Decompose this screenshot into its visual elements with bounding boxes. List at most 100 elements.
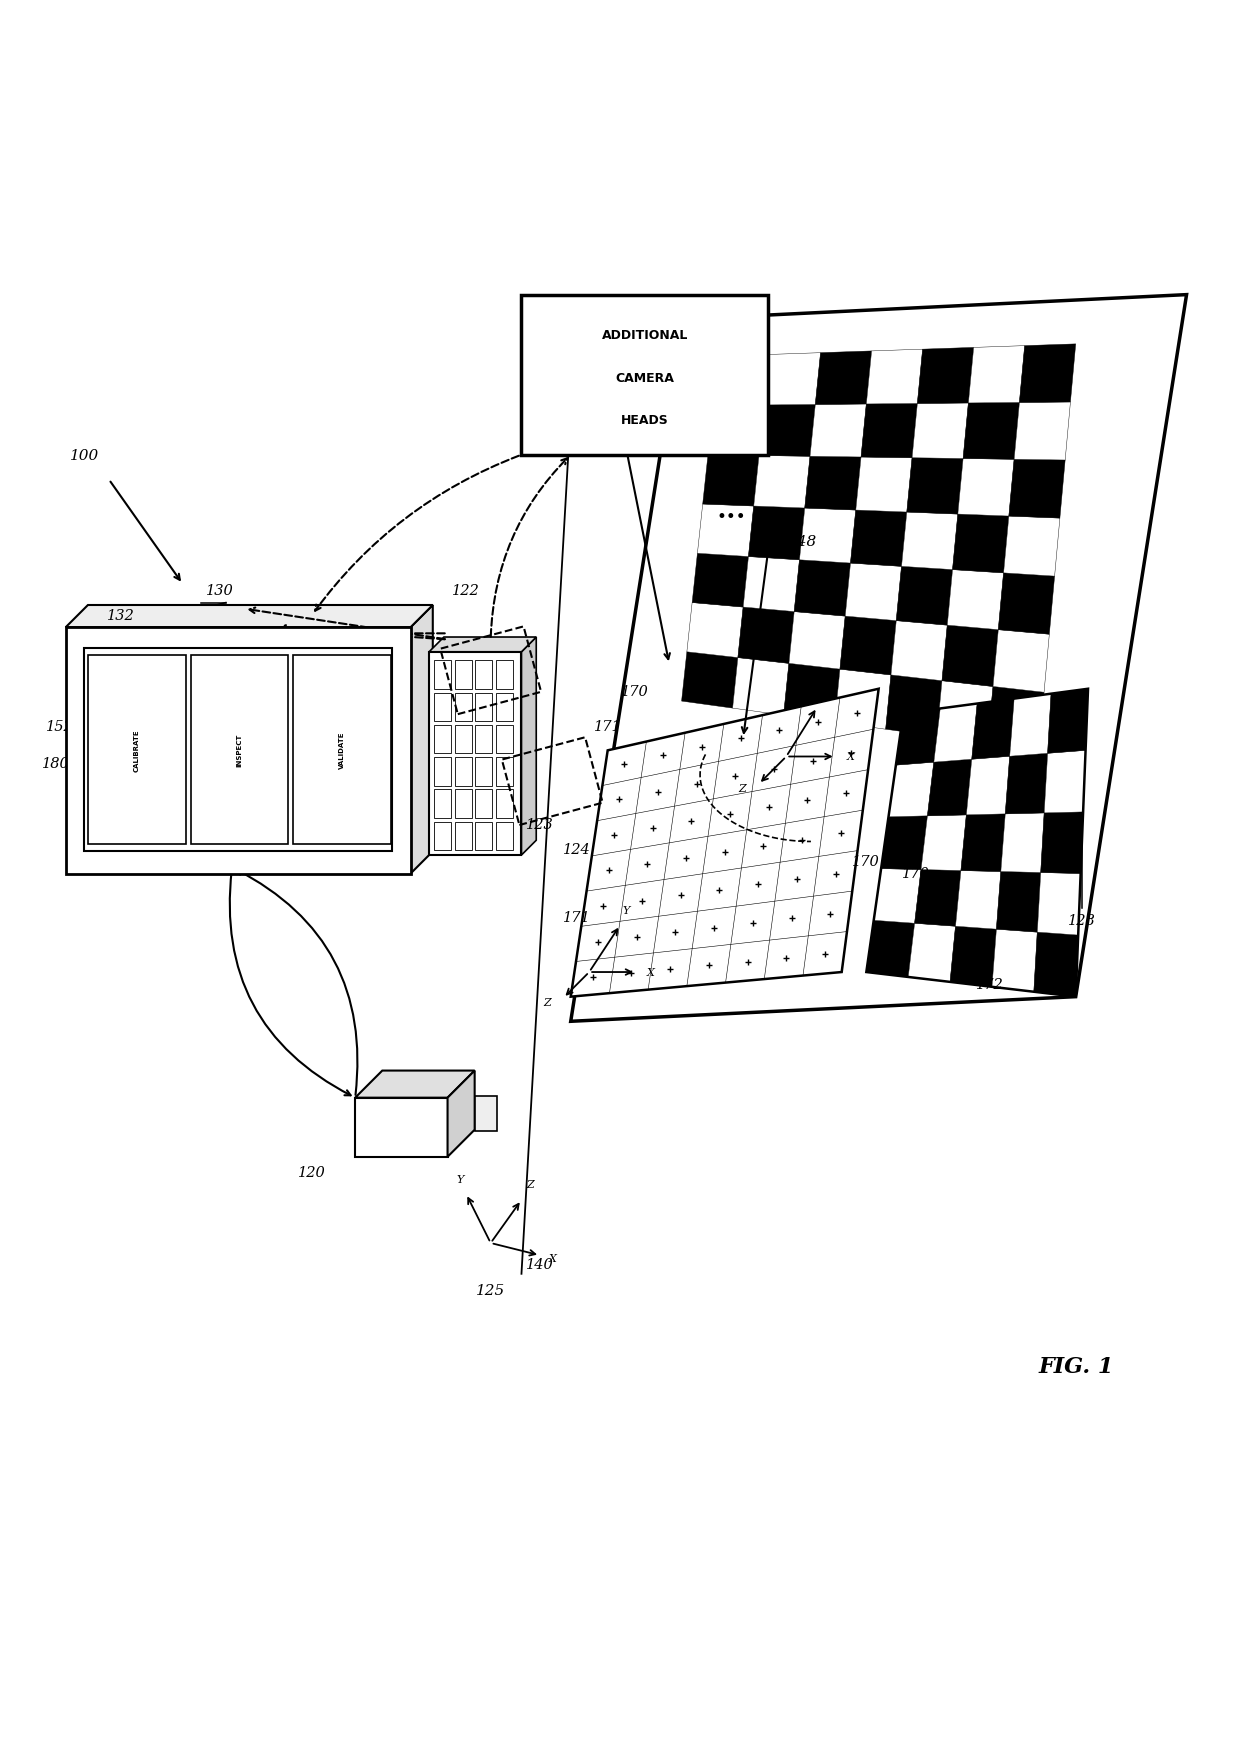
- Polygon shape: [889, 762, 934, 818]
- Polygon shape: [754, 456, 810, 509]
- Polygon shape: [810, 406, 867, 458]
- Text: 170: 170: [852, 855, 880, 869]
- Polygon shape: [1009, 694, 1052, 757]
- Polygon shape: [921, 815, 966, 871]
- FancyBboxPatch shape: [522, 295, 768, 456]
- FancyBboxPatch shape: [434, 790, 451, 818]
- FancyBboxPatch shape: [496, 822, 513, 851]
- Polygon shape: [1009, 460, 1065, 519]
- Text: 120: 120: [298, 1164, 326, 1178]
- FancyBboxPatch shape: [475, 725, 492, 753]
- Polygon shape: [789, 612, 846, 669]
- Polygon shape: [874, 869, 921, 923]
- FancyBboxPatch shape: [475, 790, 492, 818]
- FancyBboxPatch shape: [434, 757, 451, 787]
- Polygon shape: [743, 558, 800, 612]
- Polygon shape: [963, 404, 1019, 460]
- Polygon shape: [738, 608, 794, 664]
- Text: Y: Y: [622, 905, 630, 916]
- Polygon shape: [961, 815, 1006, 872]
- Polygon shape: [784, 664, 839, 722]
- Polygon shape: [846, 565, 901, 621]
- Polygon shape: [997, 872, 1040, 933]
- FancyBboxPatch shape: [455, 822, 471, 851]
- FancyBboxPatch shape: [455, 790, 471, 818]
- FancyBboxPatch shape: [355, 1098, 448, 1157]
- Polygon shape: [1019, 344, 1076, 404]
- Text: 171: 171: [594, 718, 621, 732]
- Text: 130: 130: [206, 584, 233, 598]
- Polygon shape: [885, 675, 942, 738]
- FancyBboxPatch shape: [434, 725, 451, 753]
- Polygon shape: [522, 638, 536, 855]
- Polygon shape: [956, 871, 1001, 930]
- Polygon shape: [733, 659, 789, 715]
- Polygon shape: [856, 458, 913, 512]
- Text: Z: Z: [543, 996, 552, 1007]
- Polygon shape: [901, 512, 957, 570]
- Text: Y: Y: [820, 689, 827, 697]
- Polygon shape: [448, 1072, 475, 1157]
- Text: 123: 123: [526, 818, 554, 832]
- Text: VALIDATE: VALIDATE: [339, 732, 345, 769]
- Text: X: X: [548, 1253, 557, 1264]
- Text: HEADS: HEADS: [621, 414, 668, 427]
- Polygon shape: [1014, 402, 1070, 461]
- Text: 170: 170: [621, 685, 649, 699]
- Polygon shape: [708, 406, 764, 456]
- Text: CALIBRATE: CALIBRATE: [134, 729, 140, 771]
- Polygon shape: [867, 921, 915, 977]
- Polygon shape: [947, 570, 1003, 631]
- Polygon shape: [1003, 517, 1060, 577]
- Polygon shape: [913, 404, 968, 460]
- Text: INSPECT: INSPECT: [237, 734, 242, 767]
- Polygon shape: [570, 689, 879, 996]
- Polygon shape: [697, 505, 754, 558]
- Text: Y: Y: [456, 1175, 464, 1185]
- Polygon shape: [759, 406, 816, 456]
- Text: 180: 180: [42, 757, 69, 771]
- Polygon shape: [867, 350, 923, 406]
- FancyBboxPatch shape: [455, 661, 471, 689]
- Polygon shape: [805, 456, 861, 510]
- Polygon shape: [993, 631, 1049, 692]
- Text: 152: 152: [46, 718, 73, 732]
- Text: 140: 140: [526, 1257, 554, 1271]
- Polygon shape: [800, 509, 856, 565]
- Text: 170: 170: [901, 867, 930, 881]
- Polygon shape: [892, 621, 947, 682]
- Text: 125: 125: [476, 1283, 506, 1297]
- Polygon shape: [936, 682, 993, 745]
- Polygon shape: [1006, 753, 1048, 815]
- Polygon shape: [835, 669, 892, 731]
- Polygon shape: [839, 617, 897, 675]
- Polygon shape: [1048, 689, 1087, 753]
- Text: Z: Z: [739, 783, 746, 794]
- FancyBboxPatch shape: [475, 694, 492, 722]
- Polygon shape: [895, 710, 940, 766]
- FancyBboxPatch shape: [84, 649, 392, 851]
- Text: 122: 122: [453, 584, 480, 598]
- Polygon shape: [918, 348, 973, 404]
- FancyBboxPatch shape: [293, 656, 391, 844]
- Text: •••: •••: [715, 509, 745, 526]
- Text: X: X: [847, 752, 854, 762]
- Polygon shape: [952, 514, 1009, 573]
- Polygon shape: [942, 626, 998, 687]
- Text: 132: 132: [108, 608, 135, 622]
- Polygon shape: [851, 510, 906, 566]
- FancyBboxPatch shape: [191, 656, 288, 844]
- Polygon shape: [988, 687, 1044, 752]
- Polygon shape: [1001, 813, 1044, 872]
- Text: 172: 172: [976, 977, 1003, 991]
- Polygon shape: [928, 760, 972, 816]
- Polygon shape: [882, 816, 928, 871]
- Text: FIG. 1: FIG. 1: [1038, 1355, 1114, 1377]
- Polygon shape: [355, 1072, 475, 1098]
- Polygon shape: [1040, 813, 1083, 874]
- Polygon shape: [950, 926, 997, 988]
- FancyBboxPatch shape: [455, 757, 471, 787]
- Polygon shape: [966, 757, 1009, 815]
- Text: Z: Z: [526, 1180, 534, 1189]
- Text: X: X: [647, 967, 655, 977]
